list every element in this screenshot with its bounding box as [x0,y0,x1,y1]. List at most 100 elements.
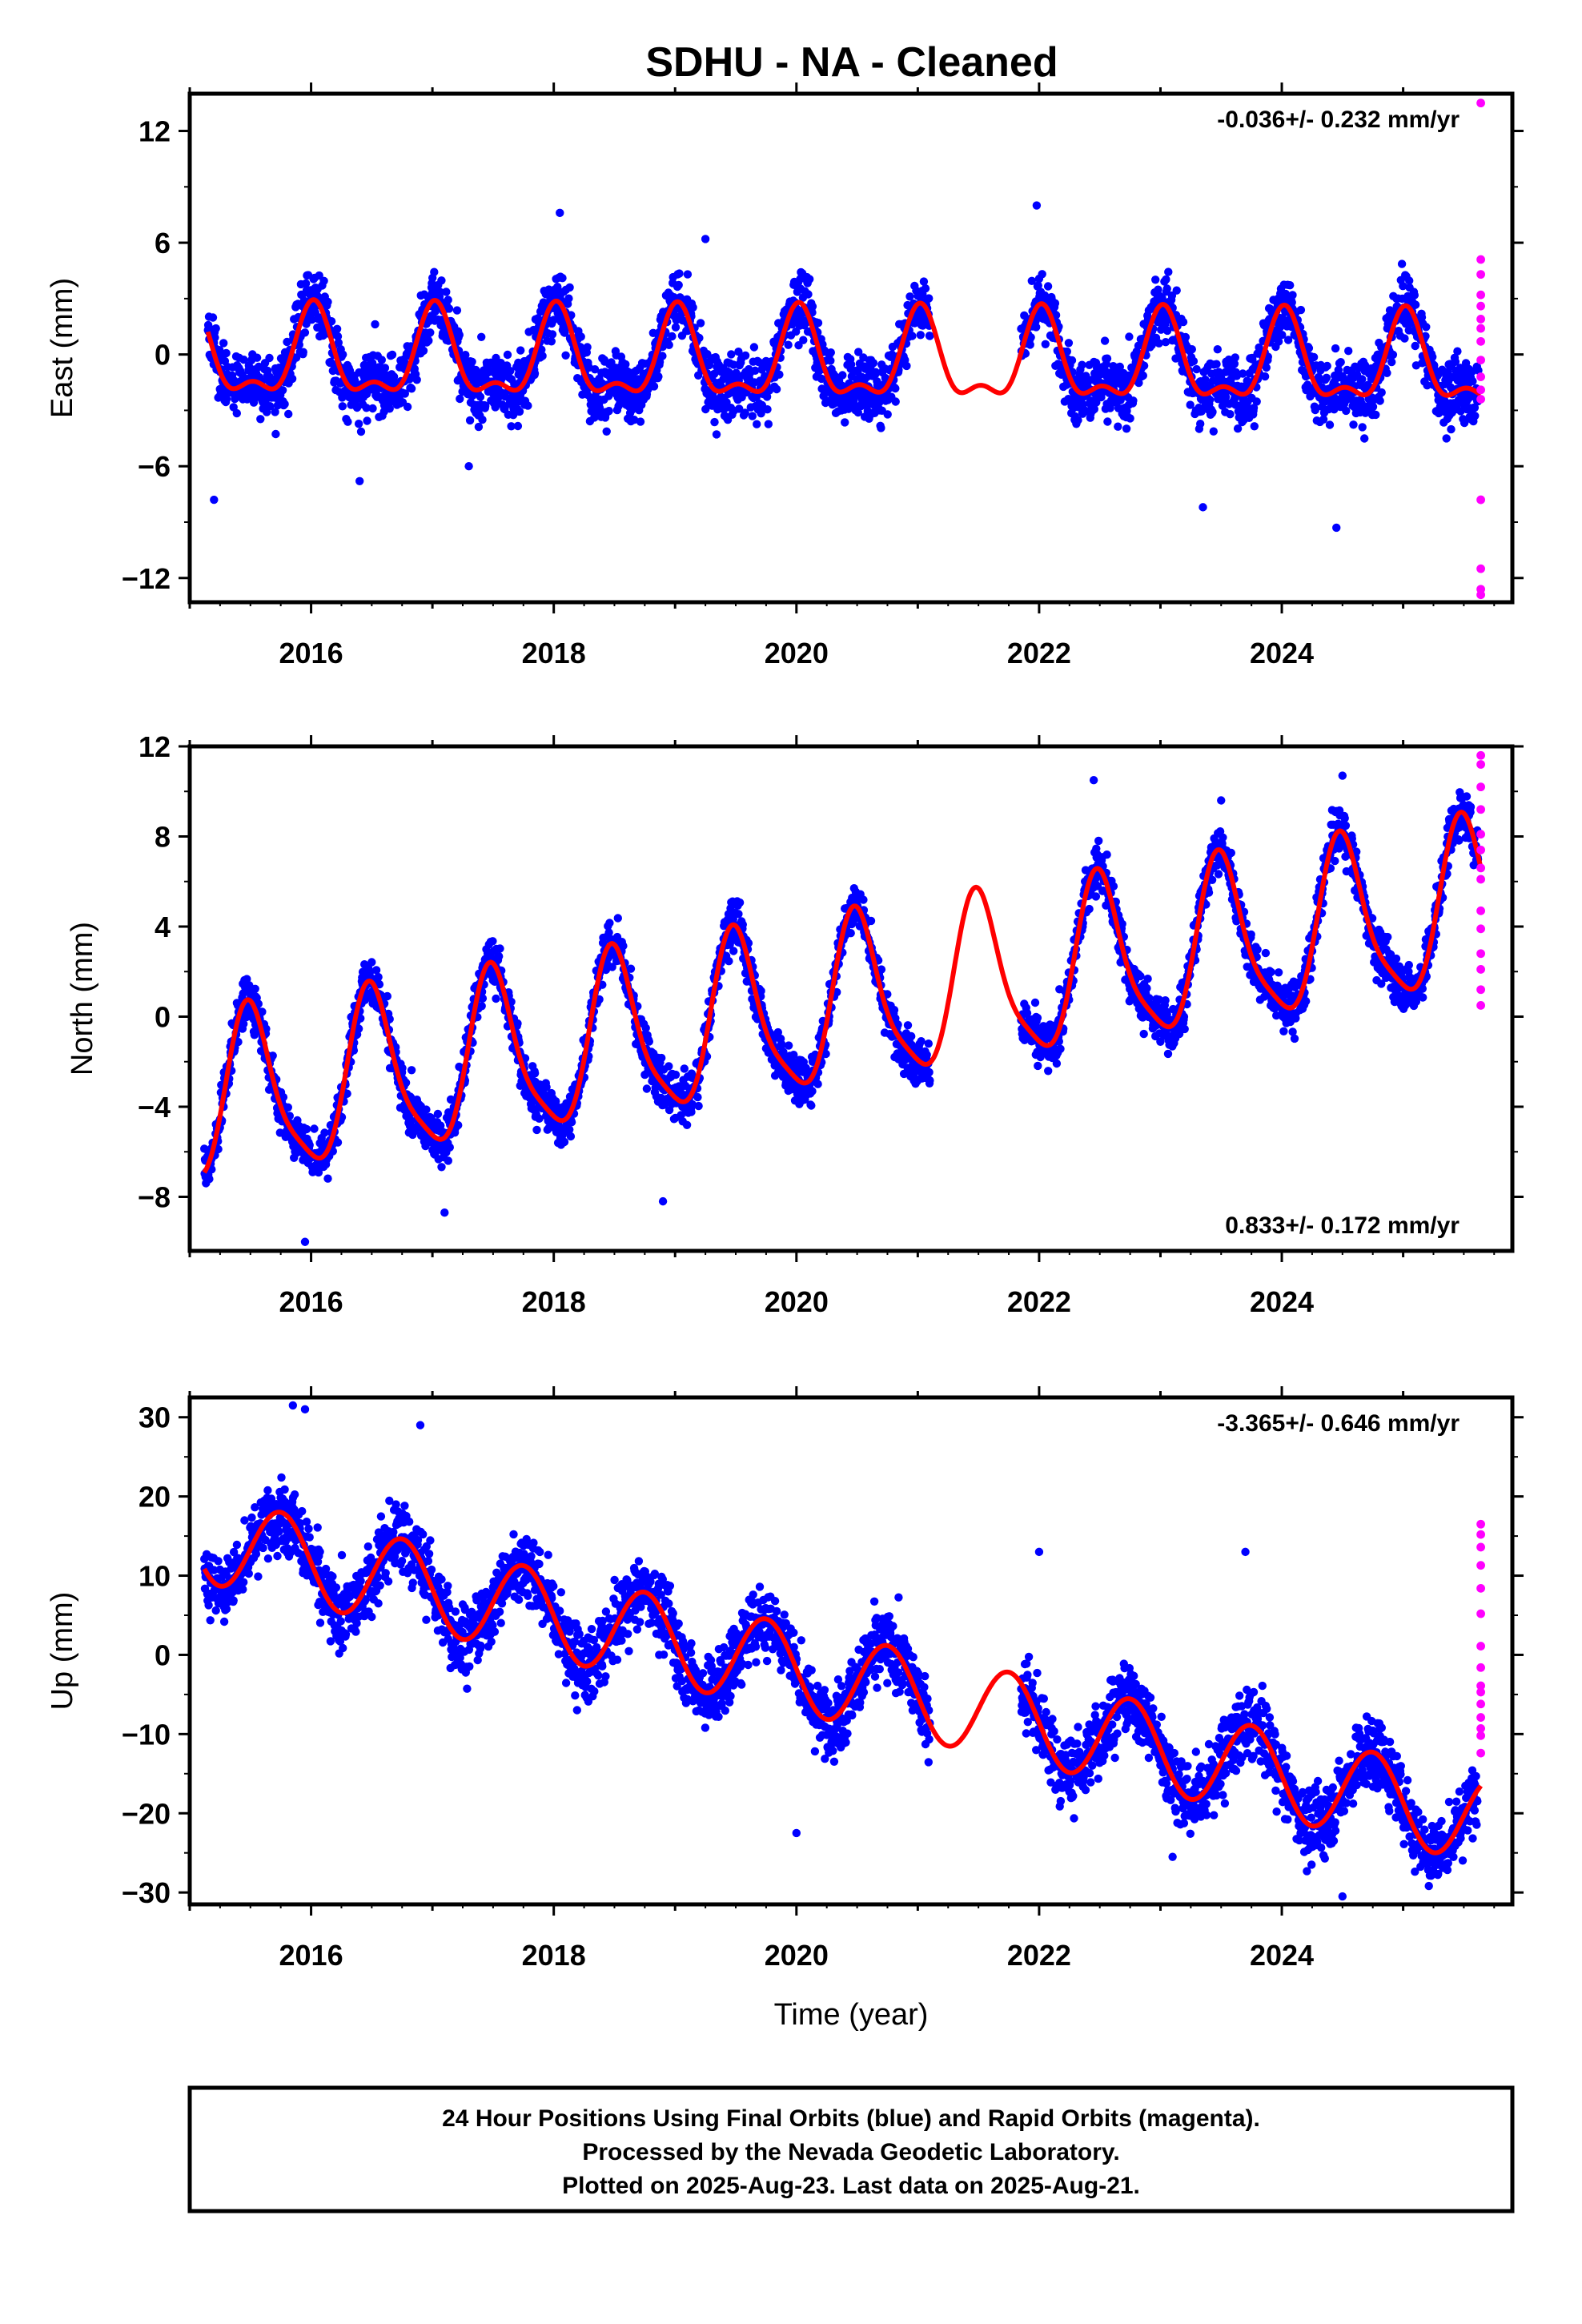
data-point [419,346,428,356]
data-point [757,409,765,418]
data-point [1428,352,1437,361]
data-point [772,384,781,394]
rate-label: -0.036+/- 0.232 mm/yr [1217,107,1460,133]
data-point [254,999,263,1008]
data-point [1375,396,1384,405]
data-point [805,275,814,283]
data-point [1296,305,1306,315]
data-point [477,1002,486,1011]
data-point [735,898,745,907]
data-point [891,397,900,406]
data-point [496,944,504,953]
data-point [1358,375,1367,384]
data-point [1078,360,1086,369]
data-point [516,346,525,355]
rapid-point [1476,315,1485,324]
data-point [1411,341,1419,351]
data-point [916,331,926,340]
data-point [1062,347,1072,356]
data-point [456,394,464,404]
data-point [377,356,386,364]
data-point [1043,282,1053,291]
data-point [683,270,693,279]
data-point [407,384,416,393]
data-point [245,981,254,990]
data-point [1344,347,1353,356]
data-point [284,409,293,419]
data-point [222,348,231,358]
data-point [211,324,220,333]
data-point [682,1120,692,1130]
data-point [1090,404,1099,414]
data-point [561,351,570,360]
x-tick-label: 2020 [765,637,829,669]
outlier-point [1332,523,1341,533]
data-point [877,424,885,432]
data-point [762,392,772,401]
data-point [398,1063,407,1073]
data-point [1231,353,1240,362]
data-point [1405,276,1414,285]
data-point [1360,434,1369,443]
data-point [354,1024,363,1033]
data-point [619,942,628,951]
y-tick-label: 8 [155,821,171,854]
y-axis-label: East (mm) [46,278,79,418]
x-tick-label: 2018 [522,1285,586,1318]
y-tick-label: −4 [138,1091,171,1124]
data-point [478,415,487,424]
data-point [271,429,280,439]
data-point [576,332,585,341]
data-point [741,351,750,360]
data-point [1311,405,1320,415]
data-point [1422,323,1431,332]
rapid-orbit-points [1476,99,1485,600]
data-point [926,332,934,340]
data-point [363,416,371,425]
data-point [680,1064,689,1073]
data-point [1252,397,1261,406]
data-point [1209,427,1219,436]
data-point [1460,418,1469,428]
data-point [374,972,383,982]
data-point [1323,361,1331,371]
data-point [1411,300,1420,309]
data-point [219,339,228,348]
data-point [1249,404,1259,412]
rapid-point [1476,255,1485,264]
data-point [1451,357,1460,366]
data-point [883,410,892,419]
data-point [436,287,444,296]
data-point [749,343,759,352]
data-point [1304,344,1314,352]
data-point [271,408,279,416]
data-point [334,338,343,348]
data-point [741,408,749,417]
data-point [1468,376,1477,386]
data-point [537,345,546,354]
data-point [657,1053,666,1063]
rapid-point [1476,395,1485,404]
data-point [1161,320,1170,329]
data-point [565,283,574,292]
figure-title: SDHU - NA - Cleaned [645,39,1058,86]
data-point [1286,281,1295,290]
data-point [921,284,930,293]
data-point [613,914,622,923]
data-point [1092,398,1101,407]
data-point [1471,412,1480,420]
data-point [1026,340,1034,349]
rapid-point [1476,324,1485,333]
data-point [1129,396,1138,405]
data-point [1181,332,1191,342]
x-tick-label: 2016 [279,637,343,669]
data-point [524,401,532,410]
data-point [444,1156,452,1165]
data-point [703,350,712,359]
data-point [1322,373,1331,382]
data-point [478,994,488,1003]
data-point [422,1105,431,1114]
data-point [626,964,636,973]
data-point [604,407,613,416]
data-point [1470,403,1480,412]
